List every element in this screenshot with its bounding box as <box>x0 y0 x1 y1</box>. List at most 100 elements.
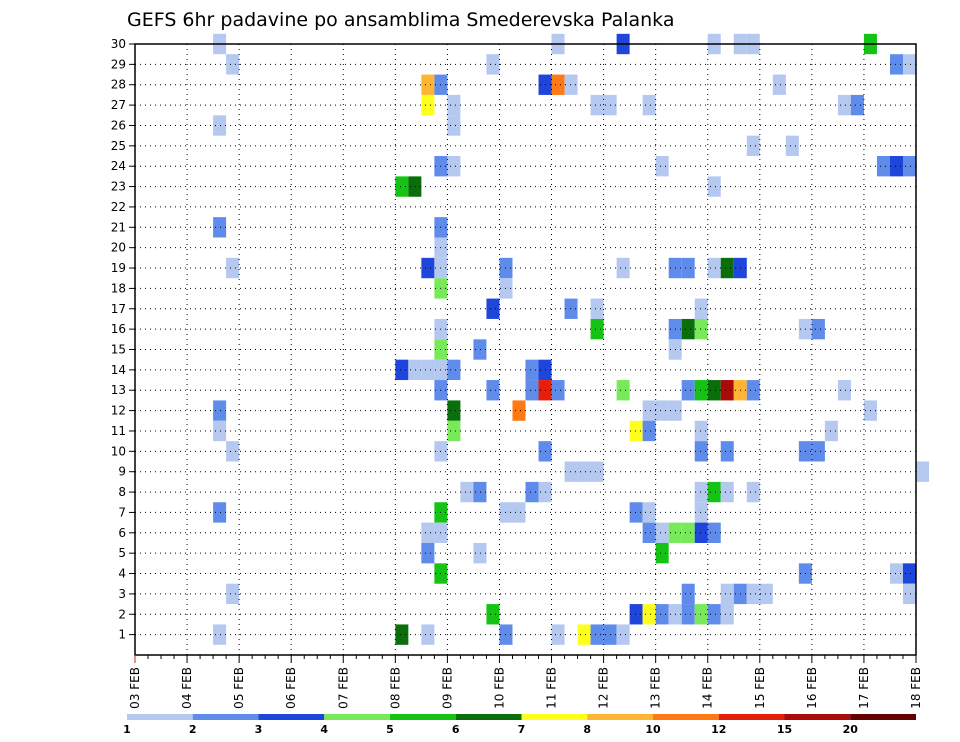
heat-cell <box>694 298 708 319</box>
heat-cell <box>694 380 708 401</box>
heat-cell <box>226 583 240 605</box>
heat-cell <box>655 400 669 421</box>
heat-cell <box>213 420 227 442</box>
heat-cell <box>694 318 708 340</box>
heat-cell <box>772 74 786 95</box>
y-tick-label: 28 <box>111 78 126 92</box>
heat-cell <box>642 400 656 421</box>
heat-cell <box>525 359 539 381</box>
y-tick-label: 8 <box>118 485 126 499</box>
heat-cell <box>681 257 695 279</box>
heat-cell <box>876 156 890 177</box>
heat-cell <box>564 74 578 95</box>
heat-cell <box>525 380 539 401</box>
heat-cell <box>694 502 708 523</box>
heat-cell <box>408 176 422 197</box>
grid <box>135 43 916 655</box>
x-tick-label: 18 FEB <box>909 667 923 709</box>
legend-swatch <box>192 714 259 720</box>
heat-cell <box>226 54 240 75</box>
heat-cell <box>681 380 695 401</box>
heat-cell <box>707 604 721 625</box>
heat-cell <box>681 318 695 340</box>
heat-cell <box>746 380 760 401</box>
heat-cell <box>590 318 604 340</box>
heat-cell <box>655 156 669 177</box>
heatmap-cells <box>213 33 930 645</box>
heat-cell <box>746 135 760 157</box>
heat-cell <box>642 502 656 523</box>
heat-cell <box>720 441 734 462</box>
heat-cell <box>213 400 227 421</box>
x-tick-label: 13 FEB <box>649 667 663 709</box>
legend: 1 2 3 4 5 6 7 8 10 12 15 20 <box>123 714 916 736</box>
heat-cell <box>421 359 435 381</box>
heat-cell <box>694 481 708 503</box>
y-tick-label: 7 <box>118 505 126 519</box>
heat-cell <box>811 441 825 462</box>
legend-label: 15 <box>777 723 792 736</box>
legend-swatch <box>718 714 785 720</box>
legend-swatch <box>653 714 719 720</box>
heat-cell <box>395 624 409 645</box>
heat-cell <box>642 604 656 625</box>
heat-cell <box>837 380 851 401</box>
heat-cell <box>707 481 721 503</box>
legend-label: 4 <box>320 723 328 736</box>
legend-label: 20 <box>843 723 859 736</box>
heat-cell <box>395 176 409 197</box>
heat-cell <box>577 624 591 645</box>
y-tick-label: 3 <box>118 587 126 601</box>
y-tick-label: 14 <box>111 363 126 377</box>
heat-cell <box>447 115 461 136</box>
heat-cell <box>564 461 578 482</box>
x-tick-label: 15 FEB <box>753 667 767 709</box>
x-axis: 03 FEB 04 FEB 05 FEB 06 FEB 07 FEB 08 FEB 09 F… <box>128 655 923 709</box>
heat-cell <box>213 502 227 523</box>
legend-label: 1 <box>123 723 131 736</box>
x-tick-label: 14 FEB <box>701 667 715 709</box>
y-tick-label: 26 <box>111 118 126 132</box>
legend-swatch <box>784 714 851 720</box>
heat-cell <box>421 94 435 116</box>
legend-swatch <box>587 714 653 720</box>
heat-cell <box>642 94 656 116</box>
y-tick-label: 1 <box>118 628 126 642</box>
heat-cell <box>707 176 721 197</box>
heat-cell <box>590 461 604 482</box>
heat-cell <box>226 441 240 462</box>
heat-cell <box>226 257 240 279</box>
y-axis: 1234567891011121314151617181920212223242… <box>111 37 135 642</box>
legend-label: 2 <box>189 723 197 736</box>
y-tick-label: 18 <box>111 281 126 295</box>
heat-cell <box>512 502 526 523</box>
heat-cell <box>447 400 461 421</box>
heat-cell <box>564 298 578 319</box>
legend-label: 7 <box>518 723 526 736</box>
heat-cell <box>902 156 916 177</box>
x-tick-label: 04 FEB <box>180 667 194 709</box>
heat-cell <box>629 604 643 625</box>
heat-cell <box>694 604 708 625</box>
heat-cell <box>889 563 903 584</box>
heat-cell <box>473 542 487 564</box>
y-tick-label: 22 <box>111 200 126 214</box>
legend-label: 6 <box>452 723 460 736</box>
heat-cell <box>720 257 734 279</box>
heat-cell <box>694 522 708 543</box>
heat-cell <box>902 583 916 605</box>
heat-cell <box>447 420 461 442</box>
y-tick-label: 10 <box>111 444 126 458</box>
legend-label: 12 <box>711 723 726 736</box>
y-tick-label: 27 <box>111 98 126 112</box>
heat-cell <box>525 481 539 503</box>
x-tick-label: 03 FEB <box>128 667 142 709</box>
heat-cell <box>421 74 435 95</box>
heat-cell <box>720 481 734 503</box>
x-tick-label: 06 FEB <box>284 667 298 709</box>
heat-cell <box>916 461 930 482</box>
y-tick-label: 29 <box>111 57 126 71</box>
heat-cell <box>421 624 435 645</box>
heat-cell <box>720 583 734 605</box>
heat-cell <box>421 522 435 543</box>
